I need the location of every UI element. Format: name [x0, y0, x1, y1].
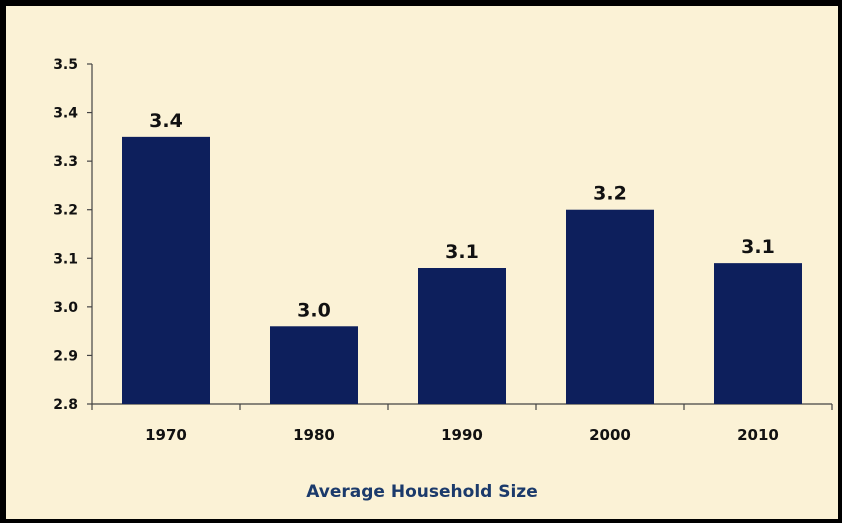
bar-value-label: 3.2 — [593, 183, 627, 205]
bar-value-label: 3.1 — [741, 236, 775, 258]
bar — [714, 263, 802, 404]
x-tick-label: 1980 — [293, 426, 335, 444]
chart-title: Average Household Size — [306, 482, 538, 502]
bar-value-label: 3.1 — [445, 241, 479, 263]
bar — [270, 326, 358, 404]
bar — [122, 136, 210, 404]
y-tick-label: 3.1 — [53, 251, 78, 267]
bar-chart: 2.8 2.9 3.0 3.1 3.2 3.3 3.4 3.5 3.4 1970 3.0 1980 3.… — [53, 57, 833, 444]
bar — [566, 209, 654, 404]
y-tick-label: 3.0 — [53, 300, 78, 316]
y-tick-label: 3.5 — [53, 57, 78, 73]
y-tick-label: 3.2 — [53, 203, 78, 219]
x-tick-label: 2010 — [737, 426, 779, 444]
y-tick-label: 3.4 — [53, 106, 78, 122]
bar-value-label: 3.4 — [149, 110, 183, 132]
x-tick-label: 1970 — [145, 426, 187, 444]
y-tick-label: 2.8 — [53, 397, 78, 413]
x-tick-label: 1990 — [441, 426, 483, 444]
y-tick-label: 2.9 — [53, 348, 78, 364]
y-tick-label: 3.3 — [53, 154, 78, 170]
x-tick-label: 2000 — [589, 426, 631, 444]
chart-panel: 2.8 2.9 3.0 3.1 3.2 3.3 3.4 3.5 3.4 1970 3.0 1980 3.… — [6, 6, 838, 519]
bar — [418, 268, 506, 404]
bar-value-label: 3.0 — [297, 299, 331, 321]
